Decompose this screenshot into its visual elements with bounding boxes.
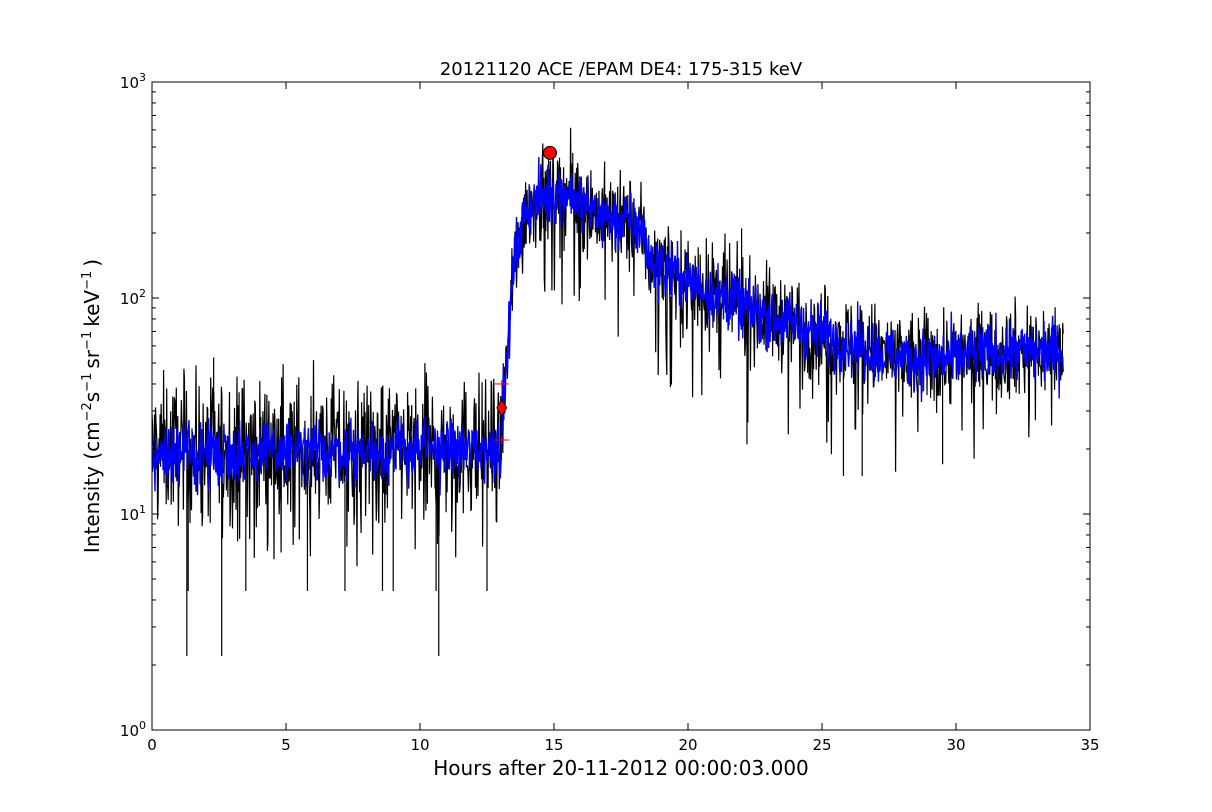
plot-frame	[151, 81, 1091, 731]
y-axis-title-mid2: sr	[80, 349, 104, 368]
onset-marker	[496, 399, 508, 417]
y-axis-title-exp2: −1	[80, 373, 95, 392]
x-tick-label: 30	[946, 736, 965, 754]
y-tick-label: 101	[120, 503, 146, 524]
y-tick-label: 102	[120, 287, 146, 308]
y-axis-title-exp1: −2	[80, 402, 95, 421]
y-axis: 100 101 102 103	[120, 71, 1090, 740]
y-axis-title-exp3: −1	[80, 331, 95, 350]
y-axis-title-lead: Intensity (cm	[80, 421, 104, 553]
y-tick-label: 100	[120, 719, 146, 740]
x-axis-title: Hours after 20-11-2012 00:00:03.000	[433, 756, 809, 780]
chart-title: 20121120 ACE /EPAM DE4: 175-315 keV	[440, 59, 803, 80]
y-axis-title-tail: )	[80, 259, 104, 267]
x-tick-label: 25	[812, 736, 831, 754]
series-raw-line	[152, 127, 1064, 567]
x-axis: 0 5 10 15 20 25 30 35	[147, 82, 1100, 754]
series-smoothed-line	[152, 157, 1064, 496]
peak-marker	[542, 145, 557, 160]
x-tick-label: 35	[1080, 736, 1099, 754]
y-axis-title-mid3: keV	[80, 290, 104, 327]
y-axis-title: Intensity (cm−2s−1sr−1keV−1)	[80, 259, 104, 553]
series-layer	[152, 127, 1064, 657]
y-axis-title-mid1: s	[80, 392, 104, 402]
plot-area	[151, 81, 1091, 731]
marker-layer	[494, 145, 557, 445]
x-tick-label: 0	[147, 736, 157, 754]
y-axis-title-exp4: −1	[80, 271, 95, 290]
y-tick-label: 103	[120, 71, 146, 92]
x-tick-label: 20	[678, 736, 697, 754]
x-tick-label: 15	[544, 736, 563, 754]
x-tick-label: 10	[410, 736, 429, 754]
x-tick-label: 5	[281, 736, 291, 754]
